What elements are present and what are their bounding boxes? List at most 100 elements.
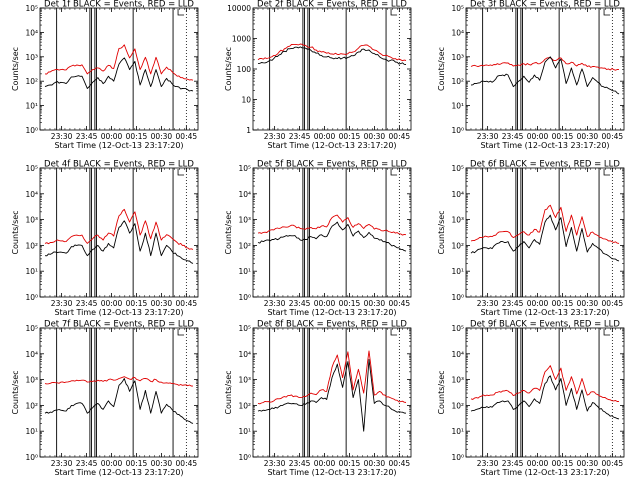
x-tick-label: 23:30 bbox=[264, 459, 286, 468]
plot-frame bbox=[465, 167, 625, 298]
range-bracket-marker bbox=[177, 169, 185, 176]
chart-panel: Det 6f BLACK = Events, RED = LLD 10⁰ 10¹ 10… bbox=[437, 160, 625, 317]
x-tick-label: 23:45 bbox=[289, 132, 311, 141]
events-line bbox=[44, 378, 194, 424]
events-line bbox=[470, 56, 620, 95]
chart-panel: Det 9f BLACK = Events, RED = LLD 10⁰ 10¹ 10… bbox=[437, 320, 625, 477]
x-tick-label: 00:00 bbox=[101, 299, 123, 308]
y-tick-label: 10⁵ bbox=[25, 164, 38, 173]
y-tick-label: 10¹ bbox=[238, 427, 251, 436]
y-tick-label: 10⁵ bbox=[451, 4, 464, 13]
x-tick-label: 00:15 bbox=[552, 459, 574, 468]
plot-frame bbox=[465, 327, 625, 458]
x-tick-label: 00:45 bbox=[176, 299, 198, 308]
y-tick-label: 10³ bbox=[238, 216, 251, 225]
y-tick-label: 10¹ bbox=[238, 267, 251, 276]
y-axis-label: Counts/sec bbox=[11, 370, 20, 414]
x-axis-label: Start Time (12-Oct-13 23:17:20) bbox=[267, 308, 396, 317]
y-tick-label: 1 bbox=[246, 126, 251, 135]
x-tick-label: 00:15 bbox=[339, 459, 361, 468]
plot-frame bbox=[252, 7, 412, 131]
chart-panel: Det 8f BLACK = Events, RED = LLD 10⁰ 10¹ 10… bbox=[224, 320, 412, 477]
x-tick-label: 00:45 bbox=[389, 299, 411, 308]
x-tick-label: 23:45 bbox=[76, 299, 98, 308]
chart-title: Det 1f BLACK = Events, RED = LLD bbox=[44, 0, 194, 10]
lld-line bbox=[257, 350, 407, 405]
x-tick-label: 00:00 bbox=[101, 132, 123, 141]
range-bracket-marker bbox=[177, 329, 185, 336]
y-tick-label: 10 bbox=[241, 96, 251, 105]
chart-panel: Det 7f BLACK = Events, RED = LLD 10⁰ 10¹ 10… bbox=[11, 320, 199, 477]
y-tick-label: 10³ bbox=[238, 376, 251, 385]
x-tick-label: 00:15 bbox=[552, 299, 574, 308]
x-tick-label: 23:30 bbox=[264, 132, 286, 141]
events-line bbox=[44, 220, 194, 264]
range-bracket-marker bbox=[603, 169, 611, 176]
x-tick-label: 00:45 bbox=[176, 459, 198, 468]
x-tick-label: 00:15 bbox=[126, 132, 148, 141]
plot-frame bbox=[39, 167, 199, 298]
y-tick-label: 10¹ bbox=[25, 102, 38, 111]
y-tick-label: 10⁴ bbox=[25, 190, 38, 199]
y-tick-label: 10⁴ bbox=[238, 350, 251, 359]
lld-line bbox=[470, 204, 620, 244]
y-tick-label: 10⁰ bbox=[25, 126, 38, 135]
lld-line bbox=[257, 214, 407, 236]
chart-title: Det 2f BLACK = Events, RED = LLD bbox=[257, 0, 407, 10]
x-tick-label: 00:00 bbox=[527, 459, 549, 468]
chart-title: Det 4f BLACK = Events, RED = LLD bbox=[44, 160, 194, 170]
x-tick-label: 00:30 bbox=[364, 299, 386, 308]
chart-panel: Det 1f BLACK = Events, RED = LLD 10⁰ 10¹ 10… bbox=[11, 0, 199, 150]
y-tick-label: 10⁴ bbox=[451, 350, 464, 359]
x-tick-label: 00:15 bbox=[126, 299, 148, 308]
y-tick-label: 10⁴ bbox=[25, 28, 38, 37]
x-tick-label: 00:45 bbox=[602, 459, 624, 468]
y-tick-label: 10³ bbox=[25, 53, 38, 62]
y-tick-label: 10¹ bbox=[451, 267, 464, 276]
y-tick-label: 10⁵ bbox=[451, 324, 464, 333]
lld-line bbox=[44, 44, 194, 81]
x-tick-label: 23:30 bbox=[51, 459, 73, 468]
x-tick-label: 00:30 bbox=[364, 459, 386, 468]
y-axis-label: Counts/sec bbox=[437, 47, 446, 91]
x-tick-label: 00:45 bbox=[176, 132, 198, 141]
chart-title: Det 7f BLACK = Events, RED = LLD bbox=[44, 320, 194, 330]
range-bracket-marker bbox=[390, 169, 398, 176]
y-tick-label: 10¹ bbox=[25, 267, 38, 276]
plot-frame bbox=[39, 327, 199, 458]
y-tick-label: 10⁵ bbox=[451, 164, 464, 173]
y-axis-label: Counts/sec bbox=[224, 370, 233, 414]
y-tick-label: 10² bbox=[25, 77, 38, 86]
events-line bbox=[257, 221, 407, 252]
y-tick-label: 10⁰ bbox=[451, 453, 464, 462]
y-tick-label: 10² bbox=[25, 401, 38, 410]
x-axis-label: Start Time (12-Oct-13 23:17:20) bbox=[480, 141, 609, 150]
y-tick-label: 10³ bbox=[25, 376, 38, 385]
lld-line bbox=[470, 57, 620, 71]
y-tick-label: 10⁴ bbox=[451, 28, 464, 37]
chart-title: Det 3f BLACK = Events, RED = LLD bbox=[470, 0, 620, 10]
x-axis-label: Start Time (12-Oct-13 23:17:20) bbox=[480, 468, 609, 477]
x-tick-label: 00:30 bbox=[151, 299, 173, 308]
x-tick-label: 23:45 bbox=[289, 299, 311, 308]
plot-frame bbox=[252, 327, 412, 458]
x-axis-label: Start Time (12-Oct-13 23:17:20) bbox=[54, 308, 183, 317]
events-line bbox=[257, 359, 407, 432]
range-bracket-marker bbox=[390, 9, 398, 16]
y-tick-label: 10⁰ bbox=[451, 293, 464, 302]
y-tick-label: 10³ bbox=[25, 216, 38, 225]
x-tick-label: 23:30 bbox=[51, 299, 73, 308]
range-bracket-marker bbox=[177, 9, 185, 16]
plot-frame bbox=[252, 167, 412, 298]
x-tick-label: 23:45 bbox=[76, 132, 98, 141]
x-tick-label: 23:45 bbox=[502, 132, 524, 141]
x-tick-label: 00:45 bbox=[602, 299, 624, 308]
y-tick-label: 10⁰ bbox=[238, 453, 251, 462]
x-tick-label: 23:30 bbox=[264, 299, 286, 308]
y-tick-label: 10¹ bbox=[25, 427, 38, 436]
y-tick-label: 10⁰ bbox=[451, 126, 464, 135]
y-axis-label: Counts/sec bbox=[437, 210, 446, 254]
x-tick-label: 00:15 bbox=[126, 459, 148, 468]
range-bracket-marker bbox=[603, 329, 611, 336]
